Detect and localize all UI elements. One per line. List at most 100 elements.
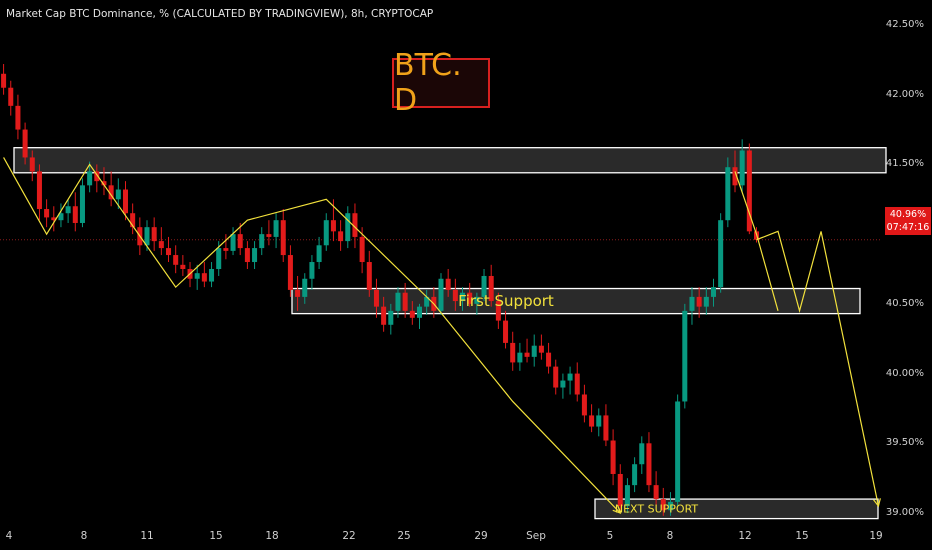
candle-body [632,464,638,486]
chart-badge: BTC. D [392,48,490,118]
candle-body [230,234,236,251]
candle-body [682,310,688,402]
candle-body [51,217,57,221]
candle-body [574,373,580,395]
candle-body [108,185,114,200]
bar-countdown: 07:47:16 [886,222,930,233]
time-tick: 18 [265,530,279,542]
price-tick: 40.00% [885,367,924,379]
candle-body [15,105,21,130]
candle-body [252,248,258,263]
candle-body [302,278,308,297]
candle-body [266,234,272,237]
time-tick: 22 [342,530,356,542]
candle-body [330,220,336,232]
candle-body [273,220,279,237]
price-tick: 39.00% [885,507,924,519]
candle-body [79,185,85,223]
candle-body [237,234,243,249]
candle-body [689,296,695,311]
candle-body [194,273,200,279]
time-tick: 19 [869,530,883,542]
candle-body [58,213,64,221]
candle-body [646,443,652,486]
candle-body [115,189,121,200]
zone-label-3: NEXT SUPPORT [614,502,699,516]
candle-body [703,296,709,307]
candle-body [388,310,394,325]
candle-body [409,310,415,318]
candle-body [581,394,587,416]
time-tick: 25 [397,530,411,542]
candle-body [287,255,293,290]
candle-body [481,275,487,297]
candle-body [22,129,28,158]
candle-body [338,231,344,242]
candle-body [151,227,157,242]
candle-body [259,234,265,249]
candle-body [359,236,365,263]
last-price-value: 40.96% [889,209,927,220]
candle-body [216,248,222,269]
price-tick: 40.50% [885,297,924,309]
candle-body [610,440,616,474]
candle-body [624,485,630,507]
candle-body [395,292,401,311]
time-tick: 8 [80,530,88,542]
candle-body [94,171,100,182]
candle-body [381,306,387,325]
candle-body [366,262,372,290]
candle-body [452,289,458,302]
candle-body [44,209,50,218]
candle-body [295,289,301,297]
time-tick: 29 [474,530,488,542]
time-tick: 5 [606,530,614,542]
candle-body [309,262,315,279]
time-tick: 8 [666,530,674,542]
candle-body [122,189,128,214]
support-zone-2 [291,287,861,315]
projection-arrowhead [873,498,881,508]
candle-body [718,220,724,288]
symbol-title: Market Cap BTC Dominance, % (CALCULATED … [6,8,434,20]
candle-body [445,278,451,290]
candle-body [467,292,473,304]
time-tick: 11 [140,530,154,542]
candle-body [710,287,716,297]
candle-body [460,292,466,302]
candle-body [531,345,537,357]
candle-body [166,248,172,256]
candle-body [101,181,107,186]
time-tick: 15 [795,530,809,542]
candle-body [524,352,530,357]
candle-body [29,157,35,172]
candle-body [424,296,430,307]
pattern-line-2 [734,171,779,311]
candle-body [603,415,609,441]
candle-body [316,245,322,263]
candle-body [323,220,329,246]
candle-body [173,255,179,265]
candle-body [567,373,573,381]
candle-body [675,401,681,502]
candle-body [373,289,379,307]
candle-body [416,306,422,318]
candle-body [653,485,659,500]
candle-body [503,320,509,343]
time-tick: 12 [738,530,752,542]
candle-body [560,380,566,388]
candle-body [696,296,702,307]
time-tick: 15 [209,530,223,542]
candle-body [732,167,738,186]
zone-label-2: First Support [458,292,554,311]
candle-body [158,241,164,249]
candle-body [36,171,42,210]
candle-body [660,499,666,511]
candle-body [553,366,559,388]
price-tick: 39.50% [885,437,924,449]
candle-body [201,273,207,282]
price-tick: 41.50% [885,158,924,170]
time-tick: 4 [5,530,13,542]
